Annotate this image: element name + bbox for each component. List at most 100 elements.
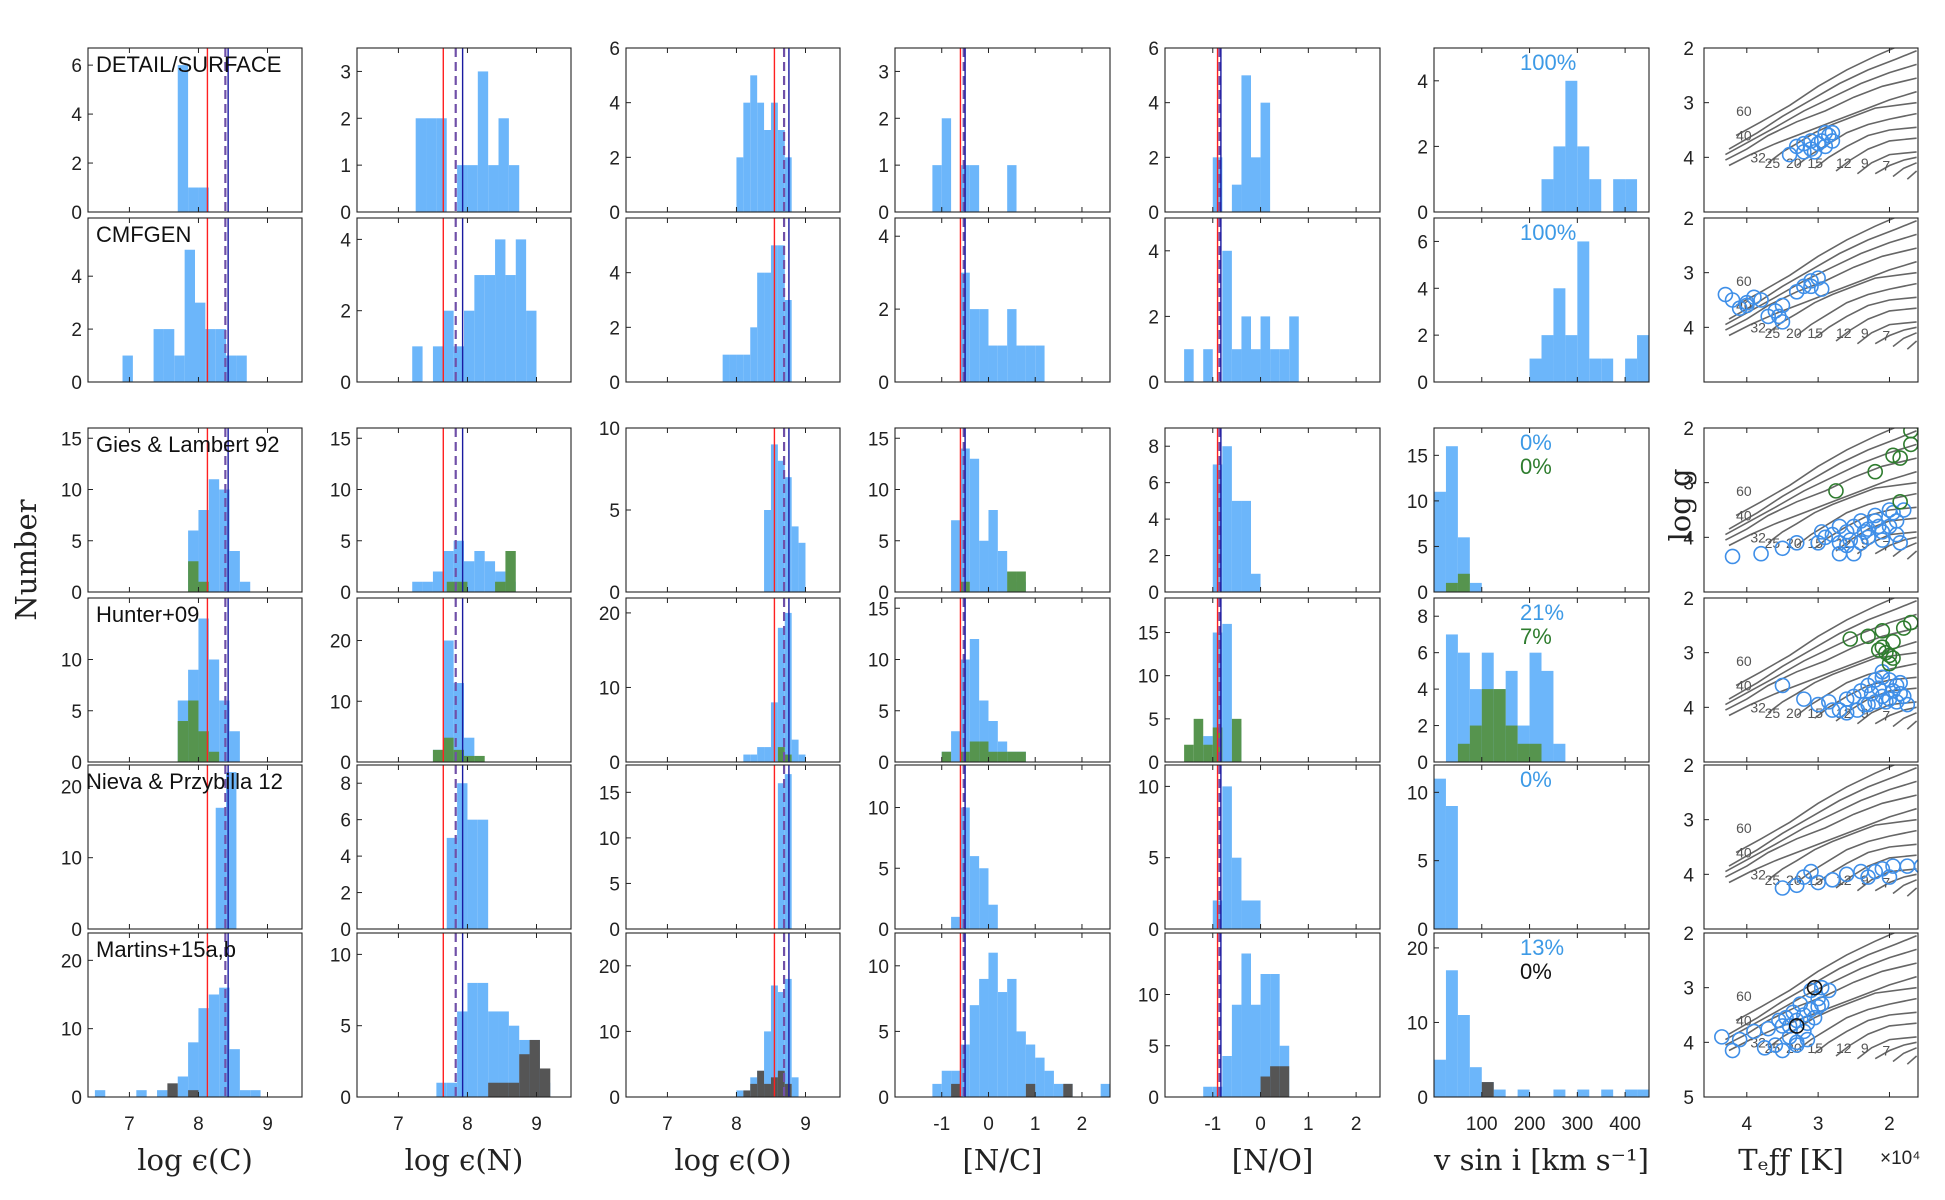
hist-bar	[969, 165, 980, 212]
track-mass-label: 7	[1882, 158, 1890, 174]
hist-panel-r4-n	[442, 765, 489, 929]
evolution-track	[1728, 260, 1917, 337]
star-marker	[1895, 502, 1912, 518]
hist-bar	[1251, 1004, 1261, 1097]
axes-r4-vsini: 0 5 10	[1407, 764, 1650, 941]
fraction-label: 100%	[1520, 50, 1576, 75]
y-tick-label: 6	[340, 811, 351, 832]
hist-bar	[969, 458, 980, 592]
evolution-track	[1735, 598, 1897, 687]
star-marker	[1824, 702, 1841, 718]
star-marker	[1824, 124, 1841, 141]
hist-bar	[1231, 857, 1242, 929]
evolution-track	[1725, 457, 1917, 541]
hist-panel-r1-no	[1184, 218, 1299, 382]
axes-r0-o: 0 2 4 6	[609, 39, 841, 224]
star-marker	[1846, 545, 1862, 562]
fraction-label: 0%	[1520, 454, 1552, 479]
y-tick-label: 0	[609, 920, 620, 941]
hist-bar	[757, 102, 765, 212]
hist-bar	[750, 754, 758, 762]
axes-r3-no: 0 5 10 15	[1138, 597, 1381, 774]
hist-bar	[1289, 316, 1299, 382]
star-marker	[1774, 1042, 1791, 1059]
track-mass-label: 25	[1765, 155, 1781, 171]
y-tick-label: 5	[71, 702, 82, 723]
hist-bar	[1203, 744, 1213, 762]
star-marker	[1813, 524, 1830, 540]
hist-bar	[498, 118, 509, 212]
star-marker	[1774, 297, 1791, 314]
star-marker	[1803, 863, 1819, 880]
axes-frame	[1433, 764, 1650, 930]
y-tick-label: 0	[609, 753, 620, 774]
y-tick-label: 10	[599, 1022, 620, 1043]
hist-panel-r1-n	[412, 218, 537, 382]
hist-bar	[791, 1077, 799, 1097]
axes-frame	[1703, 764, 1919, 930]
evolution-track	[1725, 780, 1917, 873]
y-tick-label: 0	[340, 753, 351, 774]
star-marker	[1774, 314, 1791, 330]
hist-bar	[932, 1083, 942, 1097]
hist-bar	[988, 751, 998, 762]
y-tick-label: 3	[1683, 644, 1694, 665]
evolution-track	[1906, 720, 1918, 730]
hist-bar	[474, 551, 485, 592]
axes-r0-n: 0 1 2 3	[340, 47, 572, 224]
x-tick-label: 3	[1813, 1114, 1824, 1135]
star-marker	[1753, 292, 1769, 308]
evolution-track	[1856, 151, 1917, 175]
axes-frame	[1164, 597, 1381, 763]
y-tick-label: 4	[1148, 510, 1159, 531]
hist-bar	[157, 1090, 168, 1097]
hist-bar	[988, 721, 998, 762]
star-marker	[1756, 1040, 1773, 1056]
hist-bar	[1445, 806, 1458, 929]
hist-bar	[1260, 316, 1271, 382]
track-mass-label: 15	[1807, 705, 1823, 721]
star-marker	[1731, 1031, 1748, 1048]
hist-bar	[979, 540, 989, 592]
hist-bar	[477, 819, 489, 929]
evolution-track	[1814, 296, 1917, 339]
evolution-track	[1796, 492, 1917, 547]
hist-bar	[215, 329, 227, 382]
star-marker	[1774, 540, 1791, 557]
axes-frame	[87, 427, 303, 593]
hist-bar	[1251, 900, 1261, 929]
x-axis-label: [N/C]	[963, 1143, 1043, 1177]
hist-bar	[163, 329, 175, 382]
hist-bar	[477, 71, 489, 212]
axes-r5-no: 0 5 10	[1138, 932, 1381, 1109]
row-label: Hunter+09	[96, 602, 199, 627]
x-axis-label: Tₑƒƒ [K]	[1738, 1143, 1844, 1177]
track-mass-label: 60	[1736, 103, 1752, 119]
hist-bar	[1231, 349, 1242, 382]
y-tick-label: 2	[71, 154, 82, 175]
hist-panel-r1-nc	[959, 218, 1045, 382]
hist-bar	[1279, 1066, 1290, 1097]
hist-bar	[1007, 571, 1017, 592]
track-mass-label: 12	[1836, 155, 1852, 171]
hist-bar	[1251, 349, 1261, 382]
axes-r5-n: 0 5 10	[330, 932, 572, 1109]
hist-bar	[777, 627, 785, 762]
hist-bar	[1577, 1089, 1590, 1097]
evolution-track	[1892, 879, 1917, 895]
hist-bar	[1222, 1056, 1232, 1097]
axes-r0-kiel: 2 3 4	[1683, 39, 1919, 213]
hist-bar	[757, 1070, 765, 1097]
hist-bar	[1231, 500, 1242, 592]
hist-bar	[1231, 1004, 1242, 1097]
hist-bar	[1184, 744, 1194, 762]
hist-bar	[195, 302, 206, 382]
hist-bar	[1457, 652, 1470, 762]
hist-bar	[1025, 1083, 1036, 1097]
y-tick-label: 0	[1148, 1088, 1159, 1109]
y-tick-label: 4	[1683, 148, 1694, 169]
hist-bar	[1469, 1067, 1482, 1097]
y-tick-label: 10	[61, 849, 82, 870]
